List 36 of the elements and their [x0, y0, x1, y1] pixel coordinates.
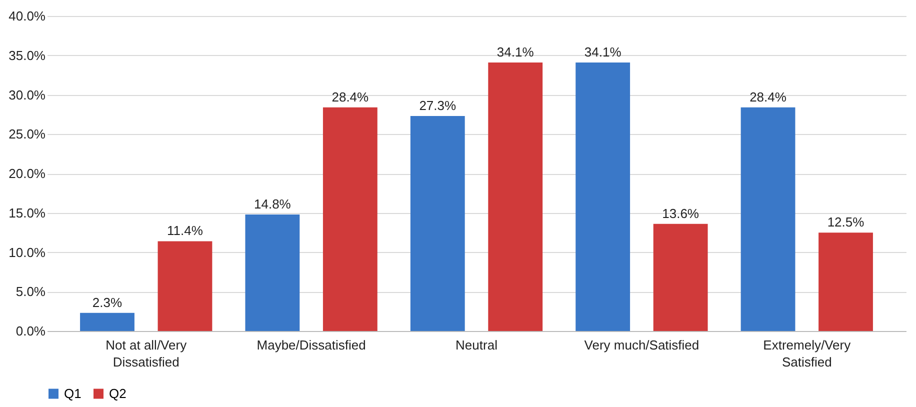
bar: [245, 214, 300, 331]
bar: [322, 107, 378, 331]
data-label: 34.1%: [496, 44, 534, 60]
data-label: 34.1%: [584, 44, 622, 60]
data-label: 13.6%: [662, 206, 700, 221]
data-label: 28.4%: [332, 89, 370, 104]
y-tick-label: 15.0%: [8, 205, 46, 220]
x-tick-label: Extremely/Very Satisfied: [763, 338, 852, 370]
y-tick-label: 35.0%: [8, 48, 46, 63]
x-tick-label: Neutral: [456, 338, 498, 352]
bar: [740, 107, 796, 331]
legend-label: Q1: [64, 386, 82, 401]
bar: [818, 232, 873, 331]
y-tick-label: 10.0%: [8, 244, 46, 260]
data-label: 27.3%: [419, 98, 456, 114]
bar: [158, 241, 212, 331]
bar: [488, 62, 543, 331]
x-tick-label: Maybe/Dissatisfied: [256, 338, 366, 352]
data-label: 2.3%: [92, 294, 122, 310]
data-label: 11.4%: [167, 223, 204, 238]
data-label: 14.8%: [254, 196, 292, 212]
data-label: 28.4%: [750, 89, 787, 104]
y-tick-label: 0.0%: [16, 324, 46, 338]
y-tick-label: 40.0%: [8, 8, 46, 24]
data-label: 12.5%: [827, 214, 865, 230]
bar: [653, 224, 708, 331]
y-tick-label: 30.0%: [8, 87, 46, 102]
y-tick-label: 5.0%: [16, 284, 46, 300]
bar: [410, 116, 465, 331]
x-tick-label: Very much/Satisfied: [584, 338, 700, 352]
y-tick-label: 20.0%: [8, 166, 46, 181]
bar: [80, 312, 134, 331]
y-tick-label: 25.0%: [8, 126, 46, 142]
legend-label: Q2: [109, 386, 126, 401]
bar: [576, 62, 630, 331]
x-tick-label: Not at all/Very Dissatisfied: [106, 338, 188, 370]
